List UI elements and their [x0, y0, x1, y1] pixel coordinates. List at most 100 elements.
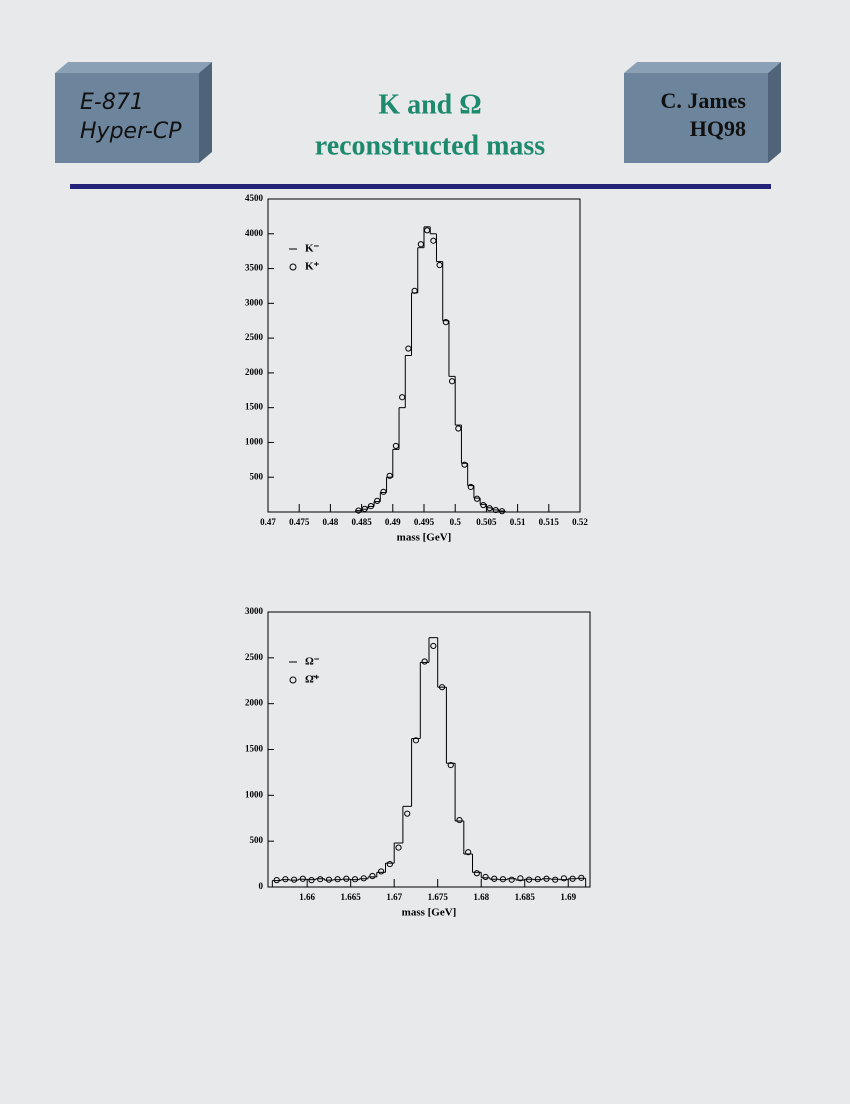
box-side [768, 62, 781, 163]
data-point [367, 502, 375, 510]
data-point [436, 261, 443, 269]
data-point [380, 488, 387, 495]
data-point [465, 849, 472, 856]
data-point [430, 237, 437, 244]
x-axis-label: mass [GeV] [397, 532, 452, 544]
data-point [404, 810, 411, 817]
data-point [578, 874, 585, 881]
x-tick-label: 0.5 [450, 517, 462, 527]
data-point [447, 761, 454, 769]
data-point [282, 876, 289, 883]
x-tick-label: 0.47 [260, 517, 276, 527]
y-tick-label: 1000 [245, 437, 264, 447]
y-tick-label: 500 [250, 471, 264, 481]
data-point [543, 875, 550, 882]
data-point [498, 508, 506, 515]
data-point [499, 876, 507, 883]
data-point [491, 875, 498, 882]
data-point [424, 227, 431, 234]
x-tick-label: 0.505 [476, 517, 497, 527]
y-tick-label: 2000 [245, 367, 264, 377]
data-point [569, 875, 576, 882]
y-tick-label: 2500 [245, 652, 264, 662]
box-top [624, 62, 781, 73]
data-point [508, 876, 515, 883]
data-point [486, 505, 493, 512]
y-tick-label: 3000 [245, 606, 264, 616]
data-point [308, 877, 315, 884]
data-point [534, 876, 541, 883]
data-point [492, 506, 499, 514]
box-text: Hyper-CP [80, 119, 182, 144]
data-point [448, 378, 456, 385]
box-text: HQ98 [690, 116, 746, 141]
data-point [334, 876, 341, 883]
y-tick-label: 1000 [245, 789, 264, 799]
data-point [378, 868, 385, 875]
legend-label: K⁻ [305, 243, 320, 255]
data-point [417, 241, 424, 248]
data-point [325, 876, 333, 883]
y-tick-label: 2500 [245, 332, 264, 342]
x-tick-label: 1.675 [428, 892, 449, 902]
x-tick-label: 1.67 [386, 892, 402, 902]
data-point [455, 425, 462, 432]
data-point [517, 875, 524, 882]
x-tick-label: 0.52 [572, 517, 588, 527]
data-point [317, 876, 324, 883]
data-point [351, 876, 359, 883]
y-tick-label: 4000 [245, 228, 264, 238]
box-side [199, 62, 212, 163]
x-tick-label: 0.48 [323, 517, 339, 527]
data-point [395, 844, 402, 851]
x-tick-label: 0.51 [510, 517, 526, 527]
y-tick-label: 0 [259, 881, 264, 891]
x-tick-label: 0.485 [351, 517, 372, 527]
data-point [438, 684, 446, 691]
data-point [299, 875, 306, 882]
data-point [355, 507, 362, 514]
data-point [374, 497, 381, 504]
x-tick-label: 1.69 [560, 892, 576, 902]
right-box [624, 73, 768, 163]
box-text: C. James [660, 88, 746, 113]
data-point [421, 658, 428, 665]
title: reconstructed mass [315, 130, 546, 161]
y-tick-label: 2000 [245, 698, 264, 708]
data-point [291, 876, 298, 883]
data-point [412, 737, 420, 744]
data-point [399, 394, 406, 401]
data-point [473, 495, 481, 502]
data-point [343, 875, 350, 882]
y-tick-label: 4500 [245, 193, 264, 203]
x-tick-label: 0.495 [414, 517, 435, 527]
y-tick-label: 3500 [245, 263, 264, 273]
y-tick-label: 3000 [245, 297, 264, 307]
box-text: E-871 [80, 90, 144, 115]
data-point [560, 875, 567, 882]
data-point [461, 461, 468, 468]
data-point [360, 875, 367, 882]
y-tick-label: 500 [250, 835, 264, 845]
legend-symbol [289, 676, 297, 684]
legend-label: K⁺ [305, 261, 320, 273]
box-top [55, 62, 212, 73]
x-tick-label: 1.68 [473, 892, 489, 902]
data-point [482, 873, 489, 881]
data-point [473, 870, 480, 877]
x-axis-label: mass [GeV] [402, 907, 457, 919]
legend-label: Ω̄⁺ [305, 674, 320, 686]
data-point [525, 876, 533, 883]
data-point [480, 501, 487, 509]
data-point [442, 319, 449, 326]
data-point [369, 872, 376, 880]
legend-symbol [289, 263, 297, 271]
y-tick-label: 1500 [245, 402, 264, 412]
x-tick-label: 1.66 [299, 892, 315, 902]
data-point [386, 860, 393, 868]
left-box [55, 73, 199, 163]
x-tick-label: 1.685 [515, 892, 536, 902]
legend-label: Ω⁻ [305, 656, 320, 668]
